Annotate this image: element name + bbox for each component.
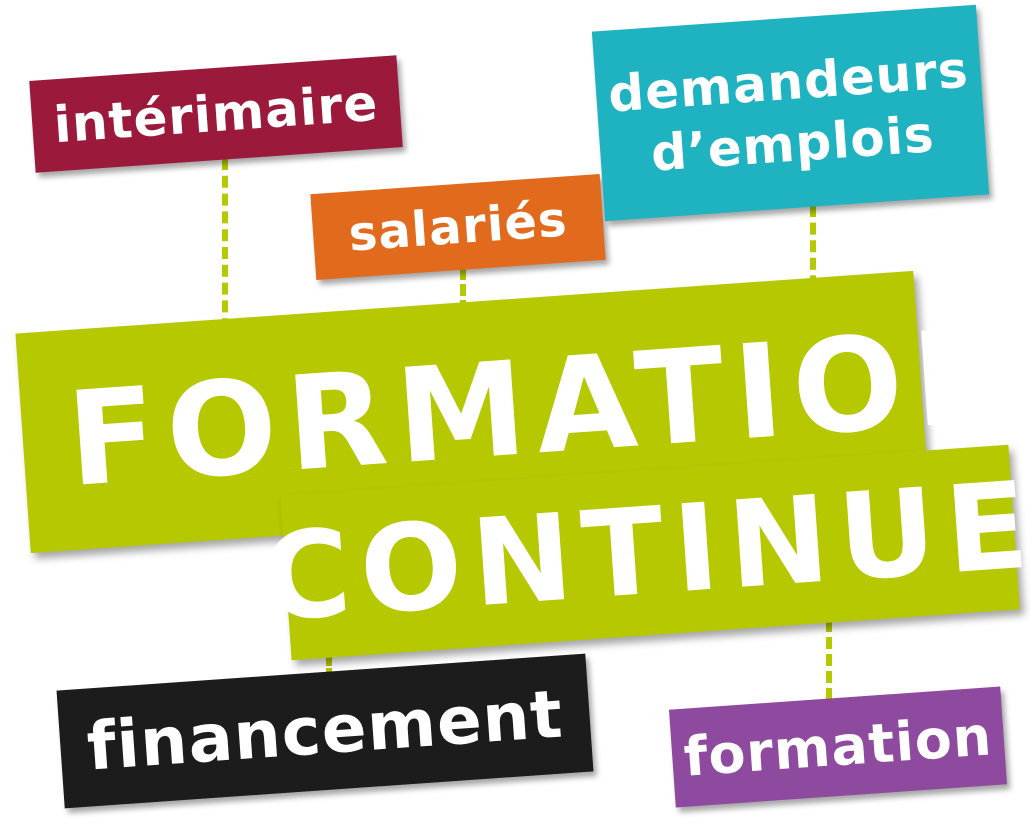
tag-continue-label: CONTINUE (257, 455, 1031, 649)
tag-interimaire: intérimaire (29, 55, 403, 173)
connector-salaries (460, 268, 466, 328)
tag-financement-label: financement (84, 675, 566, 786)
tag-financement: financement (56, 653, 594, 809)
tag-formation-small-label: formation (681, 704, 995, 789)
connector-financement (326, 640, 332, 680)
tag-interimaire-label: intérimaire (51, 73, 381, 155)
tag-salaries: salariés (310, 173, 606, 281)
connector-demandeurs (810, 205, 816, 305)
tag-demandeurs-emplois: demandeurs d’emplois (591, 4, 990, 222)
connector-interimaire (222, 158, 228, 348)
tag-formation-small: formation (668, 686, 1008, 808)
connector-formation (826, 620, 832, 700)
tag-salaries-label: salariés (346, 191, 570, 263)
tag-demandeurs-line2: d’emplois (648, 105, 937, 183)
